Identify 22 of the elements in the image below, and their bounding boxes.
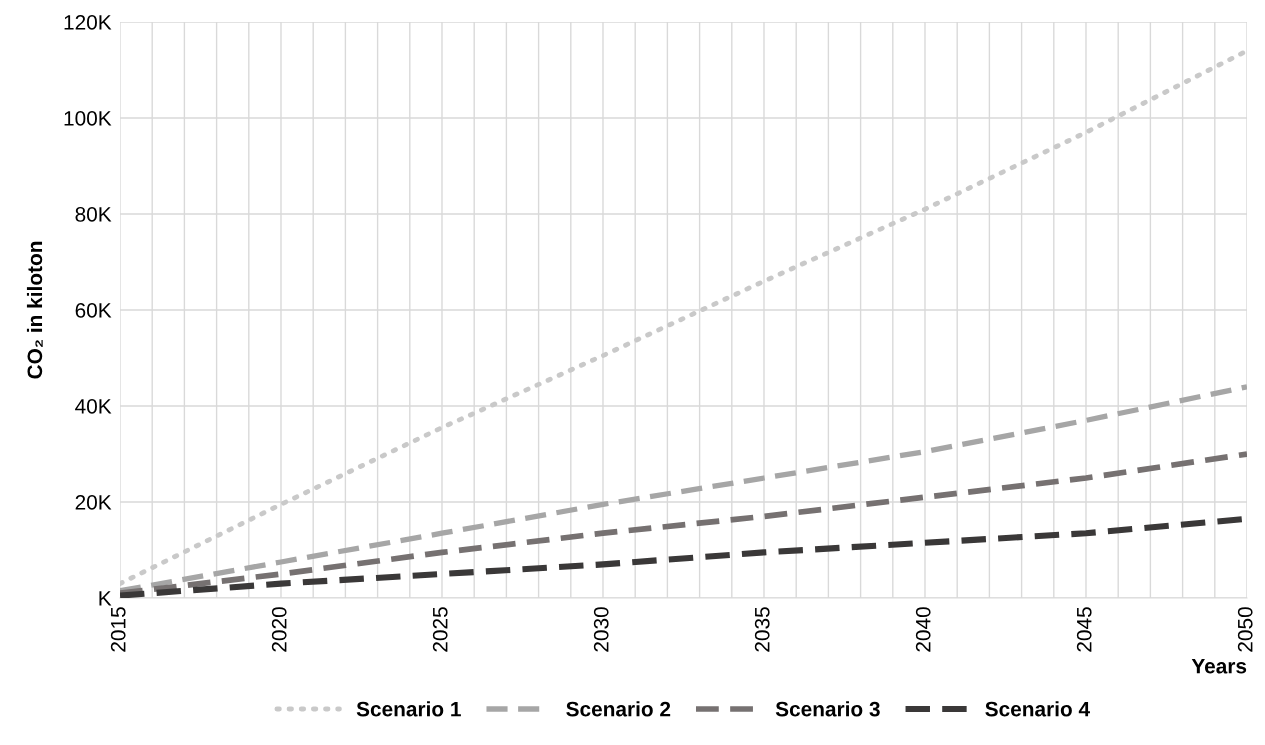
x-tick-label: 2040 [915,607,931,652]
y-tick-label: 60K [75,303,112,318]
x-tick-label: 2020 [271,607,287,652]
x-tick-label: 2050 [1237,607,1253,652]
legend-label: Scenario 2 [566,701,671,717]
x-tick-label: 2015 [110,607,126,652]
y-tick-label: 120K [64,15,112,30]
legend-label: Scenario 3 [775,701,880,717]
x-axis-title: Years [1191,658,1247,674]
y-tick-label: 40K [75,399,112,414]
line-series [120,48,1247,587]
y-tick-label: 20K [75,495,112,510]
legend-label: Scenario 4 [985,701,1090,717]
x-tick-label: 2045 [1076,607,1092,652]
y-tick-label: 80K [75,207,112,222]
x-tick-label: 2035 [754,607,770,652]
y-tick-label: 100K [64,111,112,126]
x-tick-label: 2030 [593,607,609,652]
x-tick-label: 2025 [432,607,448,652]
legend-label: Scenario 1 [356,701,461,717]
y-tick-label: K [99,591,112,606]
y-axis-title: CO₂ in kiloton [26,241,43,379]
